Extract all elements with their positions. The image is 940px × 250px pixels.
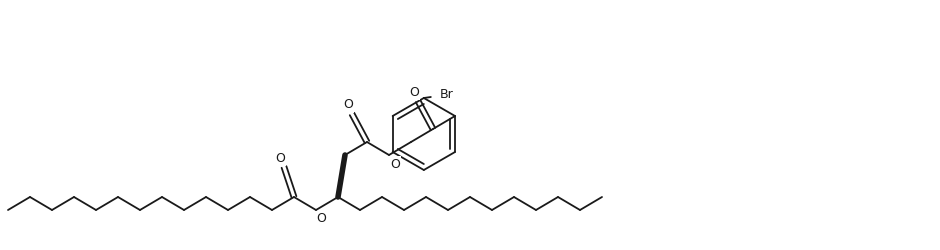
Text: Br: Br (440, 88, 454, 102)
Text: O: O (409, 86, 419, 98)
Text: O: O (275, 152, 285, 164)
Text: O: O (343, 98, 352, 112)
Text: O: O (390, 158, 400, 170)
Text: O: O (316, 212, 326, 226)
